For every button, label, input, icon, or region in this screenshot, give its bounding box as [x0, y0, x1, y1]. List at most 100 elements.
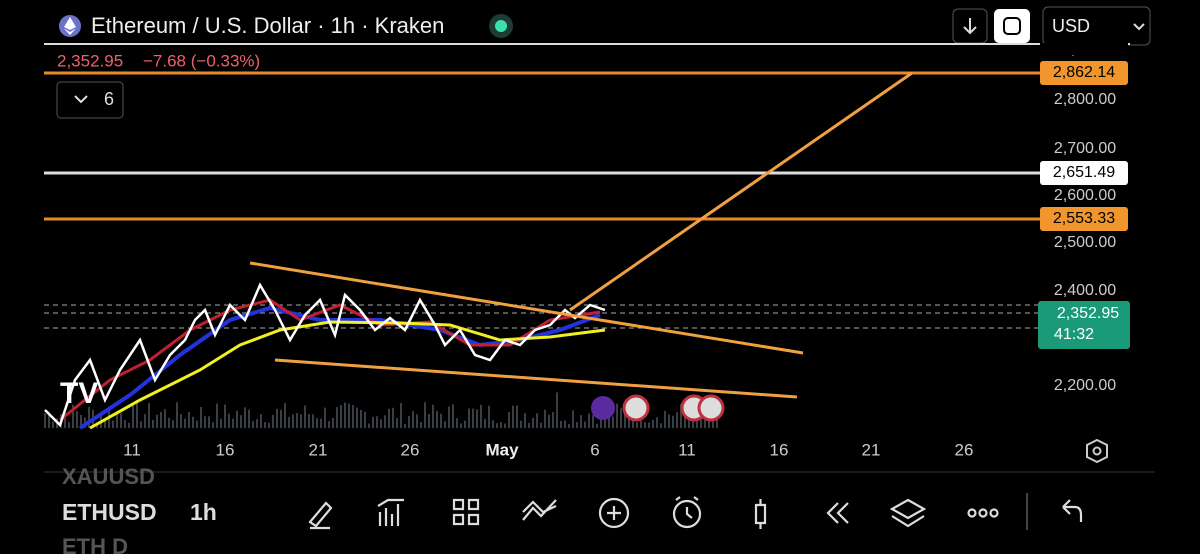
last-price-tag [1038, 301, 1130, 349]
price-label: 2,600.00 [1054, 187, 1116, 204]
symbol[interactable]: ETHUSD [62, 499, 157, 525]
volume-bar [184, 418, 186, 428]
volume-bar [592, 414, 594, 428]
indicators-tool[interactable] [377, 498, 404, 526]
volume-bar [528, 422, 530, 428]
layers-tool[interactable] [889, 498, 927, 528]
volume-bar [136, 402, 138, 428]
volume-bar [280, 409, 282, 428]
volume-bar [580, 415, 582, 428]
settings-icon [1092, 446, 1102, 456]
volume-bar [436, 411, 438, 428]
volume-bar [364, 411, 366, 428]
indicators-toggle[interactable] [56, 81, 124, 119]
indicators-count: 6 [104, 89, 114, 109]
volume-bar [80, 414, 82, 428]
time-label: 26 [401, 440, 420, 459]
price-label: 2,400.00 [1054, 282, 1116, 299]
currency: USD [1052, 16, 1090, 36]
axis-mask [1040, 43, 1128, 55]
volume-bar [368, 423, 370, 428]
volume-bar [320, 418, 322, 428]
volume-bar [480, 404, 482, 428]
volume-bar [684, 412, 686, 428]
ma-red [59, 298, 601, 422]
interval[interactable]: 1h [190, 499, 217, 525]
draw-tool[interactable] [308, 501, 333, 530]
volume-bar [144, 414, 146, 428]
settings-button[interactable] [1086, 438, 1108, 464]
volume-bar [652, 419, 654, 428]
volume-bar [312, 414, 314, 428]
alert-tool[interactable] [672, 499, 702, 529]
volume-bar [704, 413, 706, 428]
volume-bar [44, 413, 46, 428]
volume-bar [228, 413, 230, 428]
volume-bar [196, 420, 198, 428]
volume-bar [292, 414, 294, 428]
volume-bar [412, 411, 414, 428]
price-label: 2,800.00 [1054, 91, 1116, 108]
layouts-tool[interactable] [452, 498, 480, 526]
volume-bar [664, 410, 666, 428]
volume-bar [324, 407, 326, 428]
volume-bar [636, 422, 638, 428]
volume-bar [352, 405, 354, 428]
volume-bar [76, 411, 78, 428]
volume-bar [232, 418, 234, 428]
time-label: 26 [955, 440, 974, 459]
add-tool[interactable] [598, 497, 630, 529]
fullscreen-button[interactable] [994, 9, 1030, 43]
volume-bar [624, 409, 626, 428]
volume-bar [340, 405, 342, 428]
volume-bar [192, 416, 194, 428]
volume-bar [336, 407, 338, 428]
volume-bar [716, 413, 718, 428]
time-label: 11 [123, 440, 141, 459]
volume-bar [508, 412, 510, 428]
time-label: 16 [216, 440, 235, 459]
volume-bar [460, 423, 462, 428]
volume-bar [504, 423, 506, 428]
price-tag-label: 2,862.14 [1053, 64, 1115, 81]
candles-tool[interactable] [754, 499, 767, 529]
time-label: 6 [590, 440, 599, 459]
compare-tool[interactable] [522, 499, 557, 521]
volume-bar [560, 420, 562, 428]
price-axis: 2,900.00 2,800.00 2,700.00 2,600.00 2,50… [1054, 41, 1124, 394]
replay-tool[interactable] [826, 502, 849, 524]
volume-bar [584, 421, 586, 428]
volume-bar [644, 422, 646, 428]
price-change: −7.68 (−0.33%) [143, 51, 260, 70]
volume-bar [500, 422, 502, 428]
volume-bar [400, 402, 402, 428]
volume-bar [348, 403, 350, 428]
undo[interactable] [1062, 499, 1083, 522]
volume-bar [120, 413, 122, 428]
more-tool[interactable] [967, 508, 977, 518]
volume-bar [428, 413, 430, 428]
volume-bar [492, 420, 494, 428]
events [591, 394, 725, 422]
volume-bar [152, 419, 154, 428]
volume-bar [564, 420, 566, 428]
volume-bar [628, 418, 630, 428]
volume-bar [288, 416, 290, 428]
volume-bar [268, 422, 270, 428]
volume-bar [552, 412, 554, 428]
volume-bar [272, 414, 274, 428]
symbol-prev: XAUUSD [62, 464, 155, 489]
volume-bar [448, 406, 450, 428]
volume-bar [676, 412, 678, 428]
volume-bar [548, 414, 550, 428]
volume-bar [316, 418, 318, 428]
volume-bar [616, 403, 618, 428]
volume-bar [372, 416, 374, 428]
eth-glyph [64, 17, 76, 35]
volume-bar [604, 414, 606, 428]
volume-bar [260, 414, 262, 428]
volume-bar [276, 409, 278, 428]
price-line [44, 282, 606, 428]
volume-bar [572, 410, 574, 428]
